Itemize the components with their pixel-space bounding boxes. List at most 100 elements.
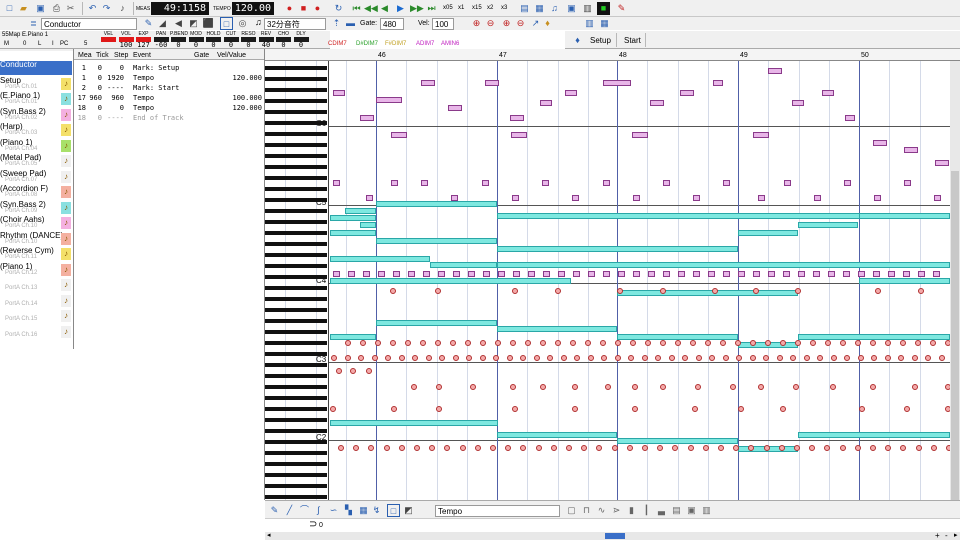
drum-hit[interactable] bbox=[682, 355, 688, 361]
note-block[interactable] bbox=[333, 90, 345, 96]
note-block[interactable] bbox=[845, 115, 855, 121]
note-block[interactable] bbox=[348, 271, 355, 277]
note-block[interactable] bbox=[814, 195, 821, 201]
play-icon[interactable]: ▶ bbox=[397, 3, 404, 13]
drum-hit[interactable] bbox=[733, 445, 740, 451]
drum-hit[interactable] bbox=[730, 384, 736, 390]
note-block[interactable] bbox=[451, 195, 458, 201]
track-select[interactable]: Conductor bbox=[41, 18, 137, 30]
drum-hit[interactable] bbox=[763, 445, 770, 451]
drum-hit[interactable] bbox=[793, 384, 799, 390]
drum-hit[interactable] bbox=[736, 355, 742, 361]
ctrl-curve-icon[interactable]: ⌒ bbox=[299, 505, 309, 515]
ctrl-i-icon[interactable]: ▣ bbox=[687, 505, 696, 515]
range-icon[interactable]: ◎ bbox=[238, 18, 247, 28]
note-block[interactable] bbox=[663, 180, 670, 186]
instrument-icon[interactable]: ♪ bbox=[61, 139, 71, 152]
black-key[interactable] bbox=[265, 143, 327, 147]
note-block[interactable] bbox=[650, 100, 664, 106]
note-block[interactable] bbox=[453, 271, 460, 277]
note-block[interactable] bbox=[618, 271, 625, 277]
quantize-up-icon[interactable]: ⇡ bbox=[332, 18, 341, 28]
instrument-icon[interactable]: ♪ bbox=[61, 217, 71, 229]
ctrl-pencil-icon[interactable]: ✎ bbox=[270, 505, 279, 515]
note-bar[interactable] bbox=[330, 256, 430, 262]
speed-x05[interactable]: x05 bbox=[443, 5, 453, 11]
speed-x3[interactable]: x3 bbox=[501, 5, 508, 11]
drum-hit[interactable] bbox=[540, 384, 546, 390]
save-icon[interactable]: ▣ bbox=[36, 3, 45, 13]
drum-hit[interactable] bbox=[390, 340, 396, 346]
track-row[interactable]: (Accordion F) PortA Ch.08 ♪ bbox=[0, 185, 72, 199]
black-key[interactable] bbox=[265, 198, 327, 202]
zoom-v-out-icon[interactable]: ⊖ bbox=[516, 18, 525, 28]
instrument-icon[interactable]: ♪ bbox=[61, 232, 71, 245]
drum-hit[interactable] bbox=[470, 384, 476, 390]
tools-icon[interactable]: ✎ bbox=[617, 3, 626, 13]
drum-hit[interactable] bbox=[383, 445, 390, 451]
drum-hit[interactable] bbox=[385, 355, 391, 361]
note-block[interactable] bbox=[366, 195, 373, 201]
drum-hit[interactable] bbox=[535, 445, 542, 451]
note-block[interactable] bbox=[511, 132, 527, 138]
note-block[interactable] bbox=[813, 271, 820, 277]
drum-hit[interactable] bbox=[570, 340, 576, 346]
record-loop-icon[interactable]: ● bbox=[314, 3, 321, 13]
vel-input[interactable]: 100 bbox=[432, 18, 454, 30]
gate-input[interactable]: 480 bbox=[380, 18, 404, 30]
drum-hit[interactable] bbox=[809, 445, 816, 451]
chord-5[interactable]: AMIN6 bbox=[441, 41, 460, 47]
measure-ruler[interactable] bbox=[265, 49, 960, 61]
mixer-fader[interactable] bbox=[153, 37, 169, 42]
drum-hit[interactable] bbox=[632, 406, 638, 412]
note-bar[interactable] bbox=[617, 438, 738, 444]
print-icon[interactable]: ⎙ bbox=[52, 3, 61, 13]
drum-hit[interactable] bbox=[474, 445, 481, 451]
ctrl-b-icon[interactable]: ⊓ bbox=[582, 505, 591, 515]
black-key[interactable] bbox=[265, 132, 327, 136]
note-block[interactable] bbox=[693, 271, 700, 277]
black-key[interactable] bbox=[265, 363, 327, 367]
note-block[interactable] bbox=[798, 271, 805, 277]
align-icon[interactable]: ▬ bbox=[346, 18, 355, 28]
drum-hit[interactable] bbox=[510, 340, 516, 346]
drum-hit[interactable] bbox=[375, 340, 381, 346]
drum-hit[interactable] bbox=[353, 445, 360, 451]
note-bar[interactable] bbox=[859, 213, 950, 219]
note-block[interactable] bbox=[542, 180, 549, 186]
drum-hit[interactable] bbox=[490, 445, 496, 451]
note-block[interactable] bbox=[874, 195, 881, 201]
instrument-icon[interactable]: ♪ bbox=[61, 201, 71, 214]
note-block[interactable] bbox=[822, 90, 834, 96]
brush-icon[interactable]: ⬛ bbox=[202, 18, 215, 28]
note-block[interactable] bbox=[648, 271, 655, 277]
note-block[interactable] bbox=[468, 271, 475, 277]
drum-hit[interactable] bbox=[420, 340, 426, 346]
drum-hit[interactable] bbox=[614, 355, 621, 361]
drum-hit[interactable] bbox=[338, 445, 344, 451]
redo-icon[interactable]: ↷ bbox=[102, 3, 111, 13]
drum-hit[interactable] bbox=[585, 340, 591, 346]
note-bar[interactable] bbox=[430, 262, 497, 268]
note-bar[interactable] bbox=[376, 238, 497, 244]
drum-hit[interactable] bbox=[630, 340, 636, 346]
black-key[interactable] bbox=[265, 66, 327, 70]
drum-hit[interactable] bbox=[617, 288, 623, 294]
drum-hit[interactable] bbox=[398, 355, 405, 361]
drum-hit[interactable] bbox=[435, 288, 441, 294]
drum-hit[interactable] bbox=[778, 445, 785, 451]
note-block[interactable] bbox=[663, 271, 670, 277]
drum-hit[interactable] bbox=[345, 340, 351, 346]
note-block[interactable] bbox=[904, 180, 911, 186]
note-block[interactable] bbox=[482, 180, 489, 186]
event-row[interactable]: 1 0 0 Mark: Setup bbox=[76, 63, 266, 73]
ctrl-adjust-icon[interactable]: ↯ bbox=[372, 505, 381, 515]
drum-hit[interactable] bbox=[660, 384, 666, 390]
drum-hit[interactable] bbox=[512, 288, 518, 294]
drum-hit[interactable] bbox=[560, 355, 567, 361]
note-block[interactable] bbox=[934, 195, 941, 201]
drum-hit[interactable] bbox=[358, 355, 364, 361]
drum-hit[interactable] bbox=[336, 368, 342, 374]
note-block[interactable] bbox=[565, 90, 577, 96]
drum-hit[interactable] bbox=[391, 406, 397, 412]
